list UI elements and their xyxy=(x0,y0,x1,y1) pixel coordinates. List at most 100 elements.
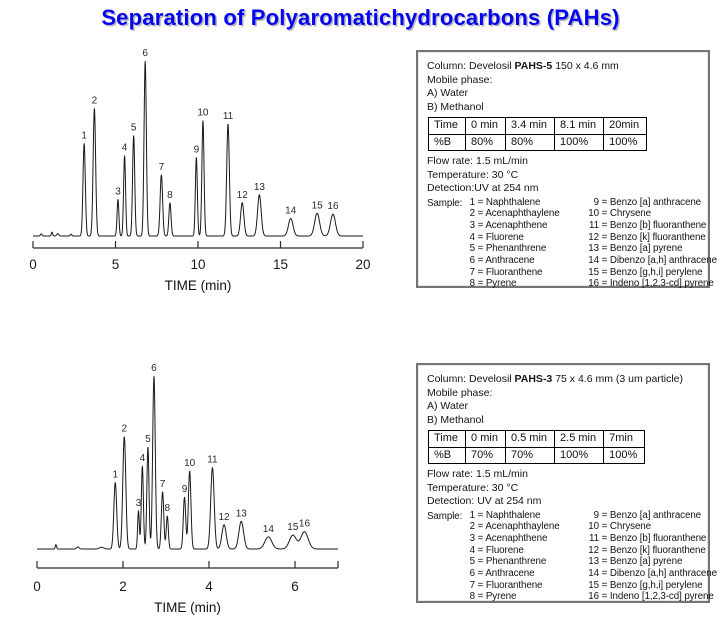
sample-item: 10 = Chrysene xyxy=(588,521,652,533)
sample-item: 11 = Benzo [b] fluoranthene xyxy=(589,219,707,231)
sample-item: 9 = Benzo [a] anthracene xyxy=(593,509,702,521)
sample-column-right: 9 = Benzo [a] anthracene 10 = Chrysene 11 … xyxy=(585,510,717,604)
gradient-cell: Time xyxy=(427,117,467,135)
sample-item: 13 = Benzo [a] pyrene xyxy=(588,556,683,568)
gradient-cell: %B xyxy=(427,446,467,464)
peak-label: 8 xyxy=(167,190,173,201)
gradient-cell: 70% xyxy=(504,446,556,464)
sample-item: 2 = Acenaphthaylene xyxy=(469,521,560,533)
gradient-table: Time 0 min 0.5 min 2.5 min 7min %B 70% 70% 100% 1… xyxy=(427,430,646,464)
sample-item: 12 = Benzo [k] fluoranthene xyxy=(588,231,706,243)
sample-item: 3 = Acenaphthene xyxy=(469,219,548,231)
flow-rate: Flow rate: 1.5 mL/min xyxy=(427,468,528,480)
chromatogram-trace xyxy=(33,60,363,237)
x-tick-label: 6 xyxy=(291,579,299,594)
sample-column-left: 1 = Naphthalene 2 = Acenaphthaylene 3 = Ac… xyxy=(467,510,585,604)
peak-label: 13 xyxy=(254,182,266,193)
sample-item: 1 = Naphthalene xyxy=(469,509,541,521)
gradient-cell: 3.4 min xyxy=(504,117,556,135)
x-tick-label: 0 xyxy=(29,257,37,272)
page-title: Separation of Polyaromatichydrocarbons (… xyxy=(101,5,620,30)
peak-label: 5 xyxy=(131,122,137,133)
gradient-cell: 70% xyxy=(465,446,506,464)
flow-rate: Flow rate: 1.5 mL/min xyxy=(427,155,528,167)
peak-label: 10 xyxy=(197,108,209,119)
detection: Detection: UV at 254 nm xyxy=(427,495,542,507)
sample-item: 5 = Phenanthrene xyxy=(469,243,547,255)
x-tick-label: 10 xyxy=(190,257,205,272)
phase-a: A) Water xyxy=(427,87,469,99)
gradient-cell: 7min xyxy=(603,430,646,448)
gradient-table: Time 0 min 3.4 min 8.1 min 20min %B 80% 80% 100%… xyxy=(427,117,648,151)
peak-label: 2 xyxy=(92,95,98,106)
temperature: Temperature: 30 °C xyxy=(427,481,519,494)
peak-label: 6 xyxy=(142,48,148,59)
peak-label: 11 xyxy=(223,111,234,122)
phase-b: B) Methanol xyxy=(427,413,484,426)
peak-label: 16 xyxy=(299,519,311,530)
sample-item: 4 = Fluorene xyxy=(469,231,524,243)
peak-label: 12 xyxy=(218,512,230,523)
sample-list: Sample: 1 = Naphthalene 2 = Acenaphthayle… xyxy=(427,510,717,604)
temperature: Temperature: 30 °C xyxy=(427,168,519,181)
peak-label: 13 xyxy=(236,508,248,519)
gradient-cell: Time xyxy=(427,430,467,448)
column-spec: Column: Develosil PAHS-5 150 x 4.6 mm xyxy=(427,60,699,74)
sample-item: 14 = Dibenzo [a,h] anthracene xyxy=(588,255,717,267)
peak-label: 15 xyxy=(287,522,299,533)
sample-item: 12 = Benzo [k] fluoranthene xyxy=(588,544,706,556)
sample-item: 7 = Fluoranthene xyxy=(469,579,543,591)
peak-label: 11 xyxy=(207,455,218,466)
sample-label: Sample: xyxy=(427,197,463,209)
column-spec-prefix: Column: Develosil xyxy=(427,60,515,72)
sample-label: Sample: xyxy=(427,510,463,522)
column-name: PAHS-3 xyxy=(514,373,553,385)
column-spec-prefix: Column: Develosil xyxy=(427,373,515,385)
sample-item: 16 = Indeno [1,2,3-cd] pyrene xyxy=(588,278,714,290)
gradient-cell: 8.1 min xyxy=(554,117,605,135)
x-axis-label: TIME (min) xyxy=(154,600,221,615)
peak-label: 14 xyxy=(285,206,297,217)
column-spec-suffix: 75 x 4.6 mm (3 um particle) xyxy=(552,373,683,385)
method-info-box-pahs3: Column: Develosil PAHS-3 75 x 4.6 mm (3 … xyxy=(416,363,717,604)
mobile-phase-label: Mobile phase: xyxy=(427,73,493,86)
gradient-cell: 100% xyxy=(603,133,648,151)
sample-column-left: 1 = Naphthalene 2 = Acenaphthaylene 3 = Ac… xyxy=(467,197,585,291)
gradient-value-row: %B 80% 80% 100% 100% xyxy=(427,133,648,151)
column-spec-suffix: 150 x 4.6 mm xyxy=(552,60,619,72)
sample-item: 13 = Benzo [a] pyrene xyxy=(588,243,683,255)
gradient-header-row: Time 0 min 0.5 min 2.5 min 7min xyxy=(427,430,646,448)
peak-label: 4 xyxy=(140,453,146,464)
sample-item: 8 = Pyrene xyxy=(469,591,517,603)
sample-item: 10 = Chrysene xyxy=(588,208,652,220)
peak-label: 1 xyxy=(81,130,87,141)
peak-label: 3 xyxy=(136,498,142,509)
gradient-cell: 100% xyxy=(603,446,646,464)
gradient-cell: 20min xyxy=(603,117,648,135)
x-tick-label: 15 xyxy=(273,257,288,272)
x-tick-label: 20 xyxy=(355,257,370,272)
detection: Detection:UV at 254 nm xyxy=(427,182,539,194)
gradient-cell: 0.5 min xyxy=(504,430,556,448)
peak-label: 9 xyxy=(182,484,188,495)
sample-item: 9 = Benzo [a] anthracene xyxy=(593,196,702,208)
gradient-cell: 0 min xyxy=(465,117,506,135)
peak-label: 7 xyxy=(160,479,166,490)
phase-a: A) Water xyxy=(427,400,469,412)
sample-item: 15 = Benzo [g,h,i] perylene xyxy=(588,579,703,591)
sample-item: 3 = Acenaphthene xyxy=(469,532,548,544)
sample-item: 6 = Anthracene xyxy=(469,568,535,580)
column-spec: Column: Develosil PAHS-3 75 x 4.6 mm (3 … xyxy=(427,373,699,387)
peak-label: 3 xyxy=(115,186,121,197)
gradient-value-row: %B 70% 70% 100% 100% xyxy=(427,446,646,464)
peak-label: 14 xyxy=(263,524,275,535)
sample-item: 4 = Fluorene xyxy=(469,544,524,556)
sample-item: 2 = Acenaphthaylene xyxy=(469,208,560,220)
peak-label: 4 xyxy=(122,143,128,154)
x-tick-label: 4 xyxy=(205,579,213,594)
peak-label: 16 xyxy=(327,201,339,212)
sample-item: 11 = Benzo [b] fluoranthene xyxy=(589,532,707,544)
x-tick-label: 0 xyxy=(33,579,41,594)
